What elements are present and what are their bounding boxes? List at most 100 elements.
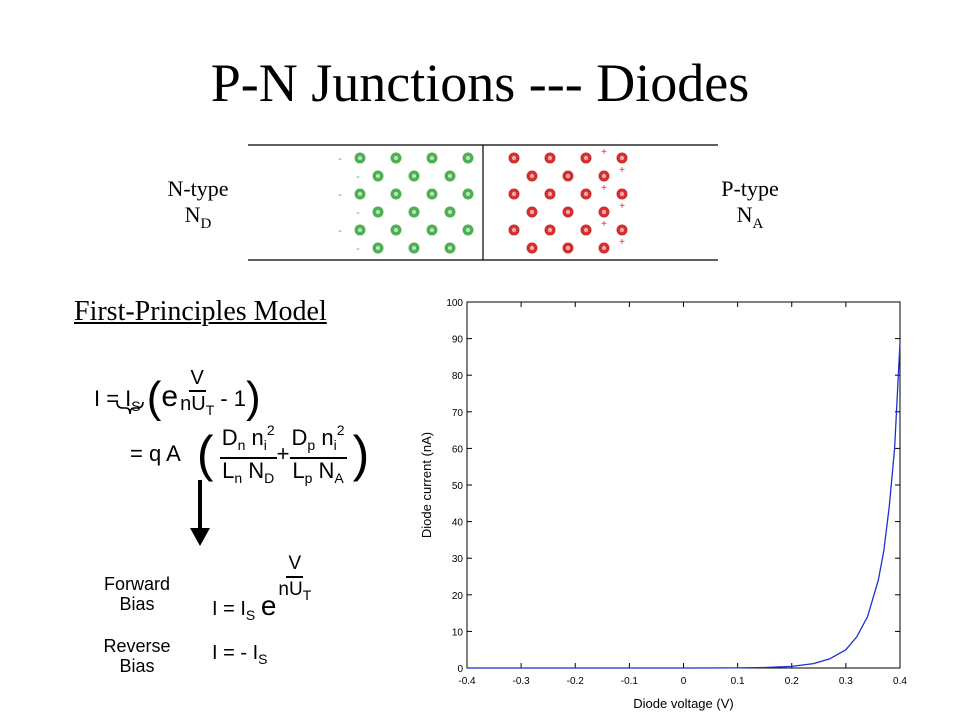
y-tick-label: 40: [452, 518, 464, 529]
saturation-brace-icon: [116, 401, 144, 415]
donor-atom: [408, 206, 420, 218]
y-tick-label: 80: [452, 371, 464, 382]
electron-charge: -: [356, 243, 360, 255]
donor-atom: [462, 188, 474, 200]
y-tick-label: 30: [452, 554, 464, 565]
acceptor-atom: [562, 242, 574, 254]
y-tick-label: 10: [452, 627, 464, 638]
reverse-bias-equation: I = - IS: [212, 642, 268, 667]
donor-atom: [462, 224, 474, 236]
x-tick-label: 0.2: [785, 676, 799, 687]
electron-charge: -: [338, 189, 342, 201]
saturation-current-equation: = q A ( Dn ni2 Ln ND + Dp ni2 Lp NA ): [130, 418, 369, 490]
acceptor-atom: [598, 206, 610, 218]
donor-atom: [444, 170, 456, 182]
down-arrow-icon: [190, 480, 210, 546]
donor-atom: [426, 188, 438, 200]
x-tick-label: 0.4: [893, 676, 907, 687]
p-type-label: P-type NA: [700, 176, 800, 237]
p-type-text: P-type: [721, 176, 779, 201]
donor-atom: [444, 242, 456, 254]
hole-charge: +: [619, 201, 625, 212]
x-axis-label: Diode voltage (V): [633, 696, 733, 711]
hole-charge: +: [619, 165, 625, 176]
donor-atom: [372, 242, 384, 254]
acceptor-atom: [616, 188, 628, 200]
p-doping-symbol: NA: [736, 202, 764, 232]
x-tick-label: 0.1: [731, 676, 745, 687]
y-tick-label: 90: [452, 335, 464, 346]
acceptor-atom: [562, 206, 574, 218]
donor-atom: [354, 152, 366, 164]
diode-current-line: [467, 342, 901, 669]
donor-atom: [372, 170, 384, 182]
n-type-text: N-type: [167, 176, 229, 201]
donor-atom: [354, 224, 366, 236]
acceptor-atom: [598, 242, 610, 254]
electron-term: Dn ni2 Ln ND: [219, 418, 277, 490]
n-doping-symbol: ND: [184, 202, 212, 232]
x-tick-label: -0.2: [567, 676, 585, 687]
forward-bias-equation: I = IS e V nUT: [212, 553, 312, 623]
donor-atom: [372, 206, 384, 218]
acceptor-atom: [580, 152, 592, 164]
acceptor-atom: [544, 152, 556, 164]
acceptor-atom: [508, 152, 520, 164]
electron-charge: -: [338, 225, 342, 237]
x-axis-ticks: -0.4 -0.3 -0.2 -0.1 0 0.1 0.2 0.3 0.4: [458, 302, 907, 687]
acceptor-atom: [580, 188, 592, 200]
electron-charge: -: [356, 171, 360, 183]
x-tick-label: 0.3: [839, 676, 853, 687]
electron-charge: -: [338, 153, 342, 165]
hole-charge: +: [601, 219, 607, 230]
page-title: P-N Junctions --- Diodes: [210, 53, 750, 113]
acceptor-atom: [508, 188, 520, 200]
acceptor-atom: [526, 242, 538, 254]
acceptor-atom: [616, 224, 628, 236]
acceptor-atom: [598, 170, 610, 182]
donor-atom: [462, 152, 474, 164]
y-tick-label: 20: [452, 591, 464, 602]
x-tick-label: 0: [681, 676, 687, 687]
hole-charge: +: [619, 237, 625, 248]
diode-iv-chart: -0.4 -0.3 -0.2 -0.1 0 0.1 0.2 0.3 0.4 0 10 20 30 40 5…: [419, 298, 907, 711]
p-region-atoms: + + + + + +: [508, 147, 628, 254]
n-region-atoms: - - - - - -: [338, 152, 474, 255]
y-axis-label: Diode current (nA): [419, 432, 434, 538]
y-tick-label: 0: [457, 664, 463, 675]
reverse-bias-label: Reverse Bias: [103, 636, 171, 676]
n-type-label: N-type ND: [148, 176, 248, 237]
acceptor-atom: [616, 152, 628, 164]
y-tick-label: 60: [452, 444, 464, 455]
x-tick-label: -0.4: [458, 676, 476, 687]
hole-charge: +: [601, 147, 607, 158]
donor-atom: [354, 188, 366, 200]
hole-charge: +: [601, 183, 607, 194]
acceptor-atom: [544, 224, 556, 236]
exponent-fraction: V nUT: [180, 367, 215, 418]
hole-term: Dp ni2 Lp NA: [289, 418, 347, 490]
y-axis-ticks: 0 10 20 30 40 50 60 70 80 90 100: [446, 298, 900, 675]
acceptor-atom: [526, 206, 538, 218]
forward-exponent-fraction: V nUT: [278, 553, 312, 603]
acceptor-atom: [544, 188, 556, 200]
donor-atom: [390, 188, 402, 200]
donor-atom: [408, 170, 420, 182]
donor-atom: [444, 206, 456, 218]
x-tick-label: -0.1: [621, 676, 639, 687]
pn-junction-diagram: - - - - - - + + + + + +: [248, 144, 718, 261]
donor-atom: [426, 224, 438, 236]
forward-bias-label: Forward Bias: [103, 574, 170, 614]
y-tick-label: 100: [446, 298, 463, 309]
series-layer: [467, 342, 901, 669]
donor-atom: [390, 224, 402, 236]
donor-atom: [390, 152, 402, 164]
plot-frame: [466, 301, 901, 669]
acceptor-atom: [580, 224, 592, 236]
y-tick-label: 70: [452, 408, 464, 419]
model-heading: First-Principles Model: [74, 296, 327, 327]
y-tick-label: 50: [452, 481, 464, 492]
acceptor-atom: [508, 224, 520, 236]
electron-charge: -: [356, 207, 360, 219]
acceptor-atom: [562, 170, 574, 182]
